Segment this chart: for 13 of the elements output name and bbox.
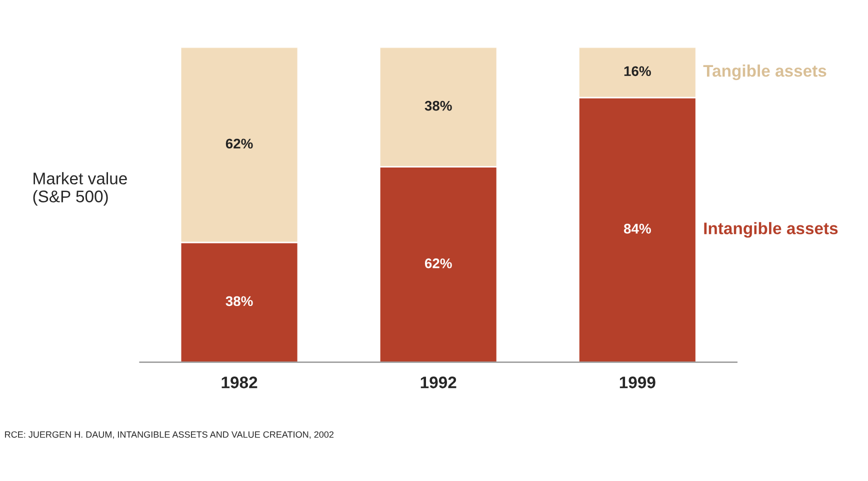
- data-label: 38%: [424, 100, 452, 111]
- x-tick-label: 1999: [620, 376, 656, 388]
- series-label: Intangible assets: [704, 222, 838, 238]
- x-tick-label: 1992: [420, 376, 456, 388]
- text: RCE: JUERGEN H. DAUM, INTANGIBLE ASSETS AND VALUE CREATION, 2002: [5, 431, 334, 439]
- data-label: 84%: [624, 224, 651, 234]
- data-label: 62%: [424, 258, 452, 268]
- data-label: 62%: [226, 138, 253, 149]
- y-axis-title: Market value (S&P 500): [33, 172, 127, 206]
- x-tick-label: 1982: [222, 376, 258, 388]
- series-label: Tangible assets: [703, 64, 826, 80]
- data-label: 38%: [226, 296, 253, 306]
- data-label: 16%: [624, 66, 651, 76]
